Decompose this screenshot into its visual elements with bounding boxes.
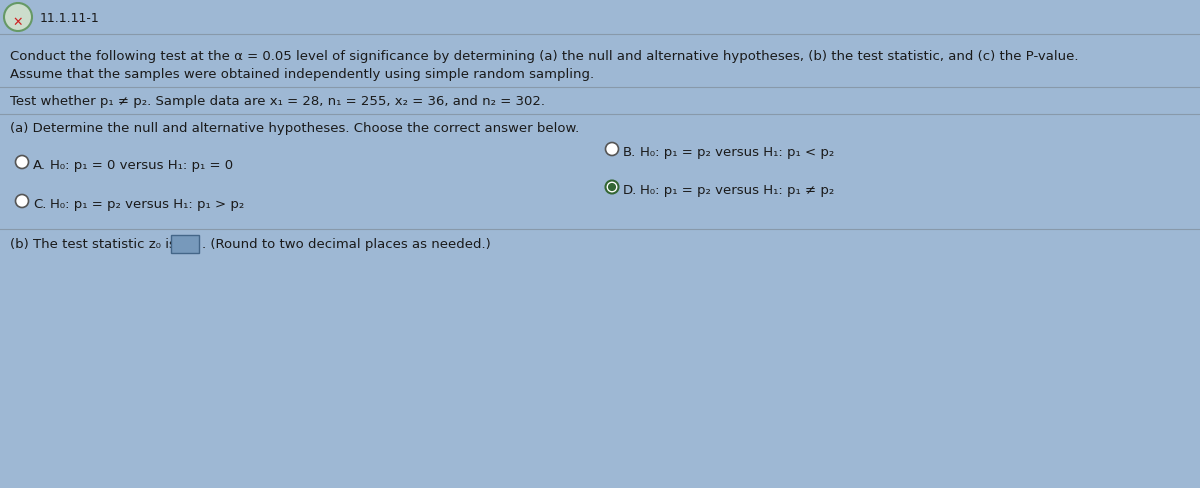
Text: H₀: p₁ = p₂ versus H₁: p₁ ≠ p₂: H₀: p₁ = p₂ versus H₁: p₁ ≠ p₂ [640,183,834,197]
FancyBboxPatch shape [172,236,199,253]
Circle shape [4,4,32,32]
Text: D.: D. [623,183,637,197]
Text: H₀: p₁ = 0 versus H₁: p₁ = 0: H₀: p₁ = 0 versus H₁: p₁ = 0 [50,159,233,172]
Text: H₀: p₁ = p₂ versus H₁: p₁ > p₂: H₀: p₁ = p₂ versus H₁: p₁ > p₂ [50,198,245,210]
Circle shape [606,143,618,156]
Text: B.: B. [623,146,636,159]
Circle shape [606,181,618,194]
Circle shape [608,184,616,191]
Text: A.: A. [34,159,46,172]
Text: Test whether p₁ ≠ p₂. Sample data are x₁ = 28, n₁ = 255, x₂ = 36, and n₂ = 302.: Test whether p₁ ≠ p₂. Sample data are x₁… [10,95,545,108]
Text: Assume that the samples were obtained independently using simple random sampling: Assume that the samples were obtained in… [10,68,594,81]
Text: . (Round to two decimal places as needed.): . (Round to two decimal places as needed… [202,238,491,250]
Circle shape [16,156,29,169]
Text: C.: C. [34,198,47,210]
Text: (a) Determine the null and alternative hypotheses. Choose the correct answer bel: (a) Determine the null and alternative h… [10,122,580,135]
Text: (b) The test statistic z₀ is: (b) The test statistic z₀ is [10,238,176,250]
Text: 11.1.11-1: 11.1.11-1 [40,13,100,25]
Text: H₀: p₁ = p₂ versus H₁: p₁ < p₂: H₀: p₁ = p₂ versus H₁: p₁ < p₂ [640,146,834,159]
Text: ✕: ✕ [13,16,23,28]
Text: Conduct the following test at the α = 0.05 level of significance by determining : Conduct the following test at the α = 0.… [10,50,1079,63]
Circle shape [16,195,29,208]
